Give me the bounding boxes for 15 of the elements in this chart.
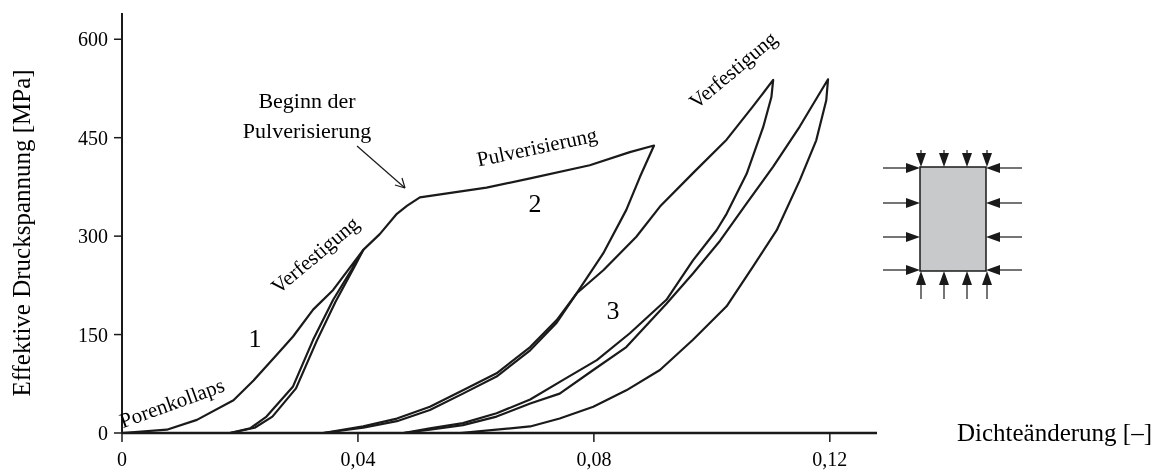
y-tick-label: 600	[78, 28, 108, 51]
annotation: 3	[606, 295, 620, 325]
y-tick-label: 300	[78, 225, 108, 248]
y-tick-label: 0	[98, 422, 108, 444]
x-tick-label: 0	[117, 448, 127, 470]
x-tick-label: 0,08	[576, 448, 612, 470]
annotation: Beginn der Pulverisierung	[242, 88, 372, 143]
x-tick-label: 0,12	[812, 448, 848, 470]
x-axis-title: Dichteänderung [–]	[956, 419, 1152, 446]
x-tick-label: 0,04	[340, 448, 376, 470]
y-tick-label: 450	[78, 126, 108, 149]
y-axis-title: Effektive Druckspannung [MPa]	[8, 69, 35, 397]
annotation: 2	[528, 188, 542, 218]
annotation: 1	[248, 323, 262, 353]
y-tick-label: 150	[78, 323, 108, 346]
